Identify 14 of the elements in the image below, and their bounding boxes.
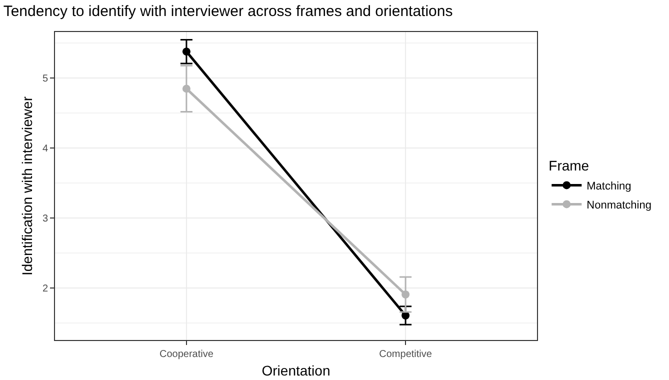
y-tick-label: 2 — [42, 284, 48, 295]
legend-label: Matching — [586, 180, 632, 192]
point — [402, 290, 410, 298]
y-tick-label: 4 — [42, 144, 48, 155]
x-tick-label: Competitive — [379, 349, 432, 360]
legend-label: Nonmatching — [586, 199, 652, 212]
legend-title: Frame — [548, 158, 590, 174]
y-tick-label: 3 — [42, 214, 48, 225]
point — [182, 84, 190, 93]
y-tick-label: 5 — [42, 74, 48, 85]
chart-title: Tendency to identify with interviewer across frames and orientations — [3, 3, 453, 20]
x-tick-label: Cooperative — [159, 349, 214, 360]
y-axis-title: Identification with interviewer — [19, 96, 36, 276]
x-axis-title: Orientation — [262, 362, 330, 378]
